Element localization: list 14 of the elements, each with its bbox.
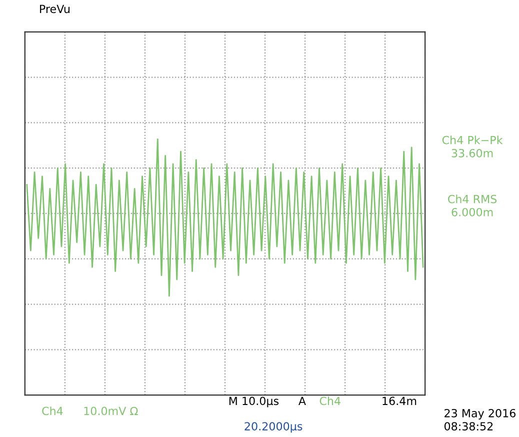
text: M 10.0µs: [229, 396, 279, 408]
text: 16.4m: [382, 396, 416, 406]
text: 33.60m: [452, 148, 493, 158]
text: Ch4 RMS: [448, 194, 497, 204]
text: 6.000m: [452, 208, 493, 216]
text: Ch4: [320, 396, 340, 406]
text: PreVu: [40, 4, 70, 14]
text: A: [298, 396, 306, 405]
text: 23 May 2016: [444, 408, 516, 420]
text: 10.0mV Ω: [84, 406, 138, 416]
text: Ch4: [42, 406, 63, 416]
text: 20.2000µs: [244, 422, 302, 433]
text: Ch4 Pk−Pk: [442, 136, 503, 144]
text: 08:38:52: [444, 422, 493, 430]
